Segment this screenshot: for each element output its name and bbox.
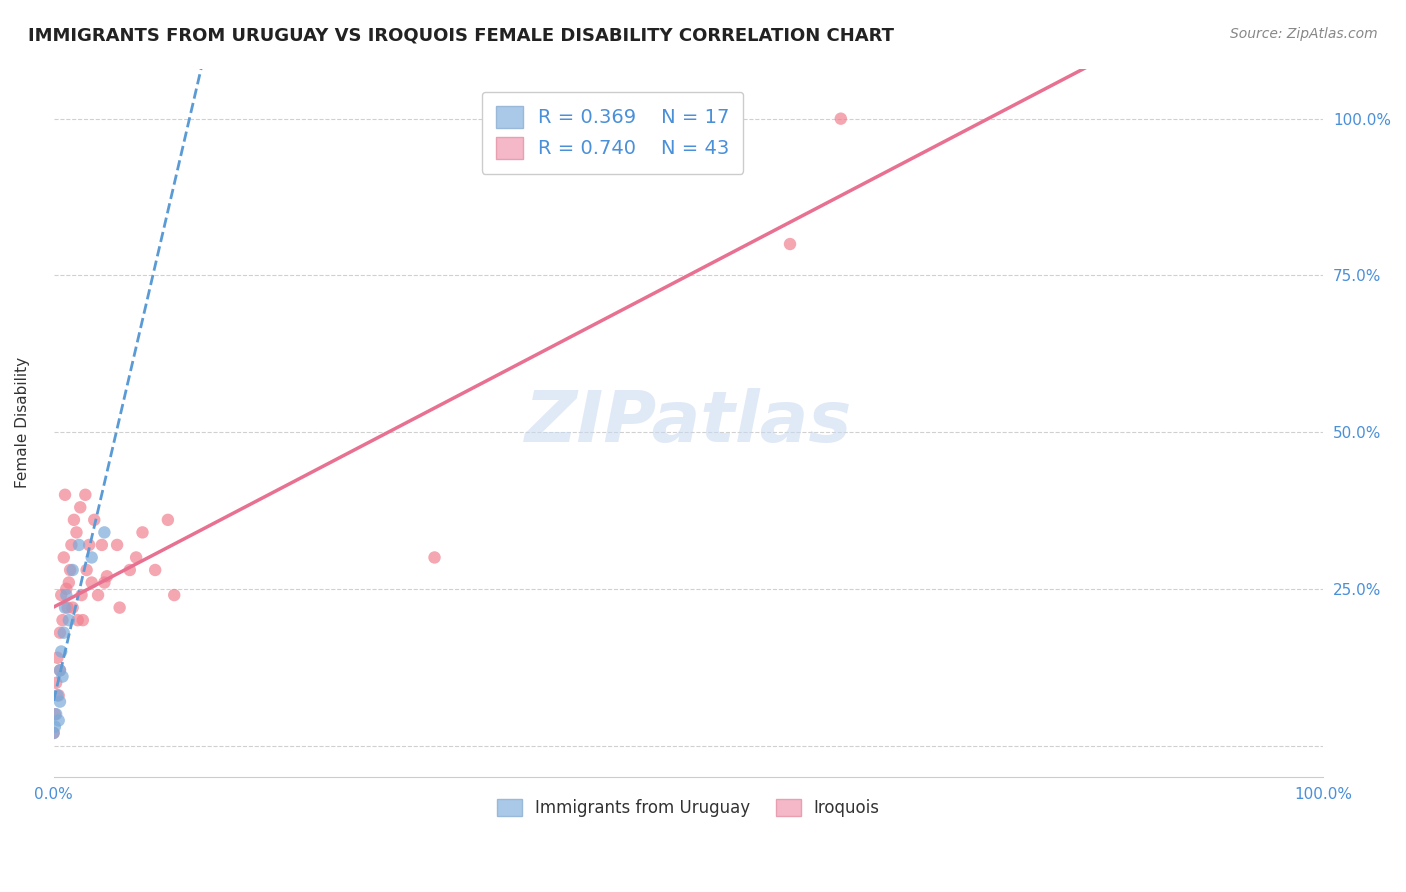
Point bbox=[96, 569, 118, 583]
Point bbox=[52, 625, 75, 640]
Text: Source: ZipAtlas.com: Source: ZipAtlas.com bbox=[1230, 27, 1378, 41]
Point bbox=[52, 550, 75, 565]
Point bbox=[108, 600, 131, 615]
Point bbox=[76, 563, 98, 577]
Point bbox=[65, 525, 87, 540]
Point bbox=[830, 112, 852, 126]
Point bbox=[87, 588, 110, 602]
Point bbox=[63, 513, 86, 527]
Point bbox=[46, 689, 69, 703]
Point bbox=[779, 237, 801, 252]
Point bbox=[42, 726, 65, 740]
Point bbox=[163, 588, 186, 602]
Point bbox=[83, 513, 105, 527]
Point bbox=[90, 538, 112, 552]
Point bbox=[51, 644, 73, 658]
Point bbox=[44, 707, 66, 722]
Point bbox=[69, 500, 91, 515]
Point bbox=[77, 538, 100, 552]
Point bbox=[66, 613, 89, 627]
Point bbox=[70, 588, 93, 602]
Text: IMMIGRANTS FROM URUGUAY VS IROQUOIS FEMALE DISABILITY CORRELATION CHART: IMMIGRANTS FROM URUGUAY VS IROQUOIS FEMA… bbox=[28, 27, 894, 45]
Point bbox=[51, 669, 73, 683]
Point bbox=[72, 613, 94, 627]
Point bbox=[48, 689, 70, 703]
Point bbox=[44, 720, 66, 734]
Point bbox=[49, 663, 72, 677]
Text: ZIPatlas: ZIPatlas bbox=[524, 388, 852, 458]
Point bbox=[51, 588, 73, 602]
Point bbox=[46, 650, 69, 665]
Point bbox=[143, 563, 166, 577]
Point bbox=[67, 538, 90, 552]
Point bbox=[49, 663, 72, 677]
Point bbox=[49, 625, 72, 640]
Point bbox=[55, 588, 77, 602]
Point bbox=[58, 613, 80, 627]
Point bbox=[125, 550, 148, 565]
Point bbox=[62, 600, 84, 615]
Point bbox=[93, 575, 115, 590]
Point bbox=[56, 600, 79, 615]
Point bbox=[423, 550, 446, 565]
Point bbox=[49, 695, 72, 709]
Point bbox=[51, 613, 73, 627]
Point bbox=[156, 513, 179, 527]
Point bbox=[45, 707, 67, 722]
Point bbox=[62, 563, 84, 577]
Point bbox=[58, 575, 80, 590]
Y-axis label: Female Disability: Female Disability bbox=[15, 357, 30, 488]
Point bbox=[59, 563, 82, 577]
Point bbox=[53, 600, 76, 615]
Point bbox=[93, 525, 115, 540]
Point bbox=[60, 538, 83, 552]
Point bbox=[131, 525, 153, 540]
Point bbox=[48, 714, 70, 728]
Legend: Immigrants from Uruguay, Iroquois: Immigrants from Uruguay, Iroquois bbox=[489, 790, 889, 825]
Point bbox=[53, 488, 76, 502]
Point bbox=[75, 488, 97, 502]
Point bbox=[55, 582, 77, 596]
Point bbox=[105, 538, 128, 552]
Point bbox=[42, 726, 65, 740]
Point bbox=[80, 575, 103, 590]
Point bbox=[80, 550, 103, 565]
Point bbox=[118, 563, 141, 577]
Point bbox=[45, 676, 67, 690]
